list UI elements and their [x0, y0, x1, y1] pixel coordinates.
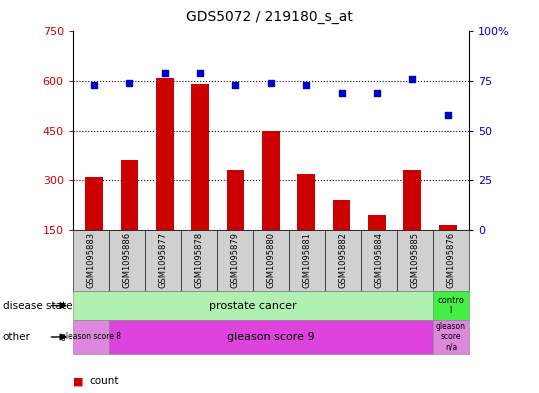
- Text: gleason score 9: gleason score 9: [227, 332, 315, 342]
- Text: prostate cancer: prostate cancer: [209, 301, 296, 310]
- Text: gleason score 8: gleason score 8: [61, 332, 121, 342]
- Point: [89, 82, 98, 88]
- Text: count: count: [89, 376, 119, 386]
- Text: ■: ■: [73, 376, 83, 386]
- Text: GSM1095882: GSM1095882: [338, 232, 347, 288]
- Bar: [439, 225, 457, 230]
- Bar: [191, 84, 209, 230]
- Bar: [298, 174, 315, 230]
- Point: [231, 82, 240, 88]
- Text: gleason
score
n/a: gleason score n/a: [436, 322, 466, 352]
- Bar: [368, 215, 386, 230]
- Point: [372, 90, 381, 96]
- Text: GSM1095884: GSM1095884: [375, 232, 383, 288]
- Bar: [121, 160, 138, 230]
- Text: GSM1095878: GSM1095878: [195, 232, 203, 288]
- Text: disease state: disease state: [3, 301, 72, 310]
- Point: [125, 80, 134, 86]
- Bar: [333, 200, 350, 230]
- Point: [337, 90, 346, 96]
- Text: GSM1095883: GSM1095883: [86, 232, 95, 288]
- Text: other: other: [3, 332, 31, 342]
- Bar: [404, 171, 421, 230]
- Text: GSM1095880: GSM1095880: [266, 232, 275, 288]
- Point: [444, 112, 452, 118]
- Text: GSM1095879: GSM1095879: [230, 232, 239, 288]
- Bar: [85, 177, 103, 230]
- Bar: [226, 171, 244, 230]
- Point: [408, 76, 417, 82]
- Point: [196, 70, 204, 76]
- Bar: [156, 78, 174, 230]
- Text: GSM1095885: GSM1095885: [410, 232, 419, 288]
- Point: [161, 70, 169, 76]
- Text: GSM1095877: GSM1095877: [158, 232, 167, 288]
- Point: [267, 80, 275, 86]
- Text: contro
l: contro l: [438, 296, 465, 315]
- Point: [302, 82, 310, 88]
- Text: GSM1095886: GSM1095886: [122, 232, 132, 288]
- Text: GSM1095876: GSM1095876: [446, 232, 455, 288]
- Text: GDS5072 / 219180_s_at: GDS5072 / 219180_s_at: [186, 10, 353, 24]
- Bar: [262, 130, 280, 230]
- Text: GSM1095881: GSM1095881: [302, 232, 312, 288]
